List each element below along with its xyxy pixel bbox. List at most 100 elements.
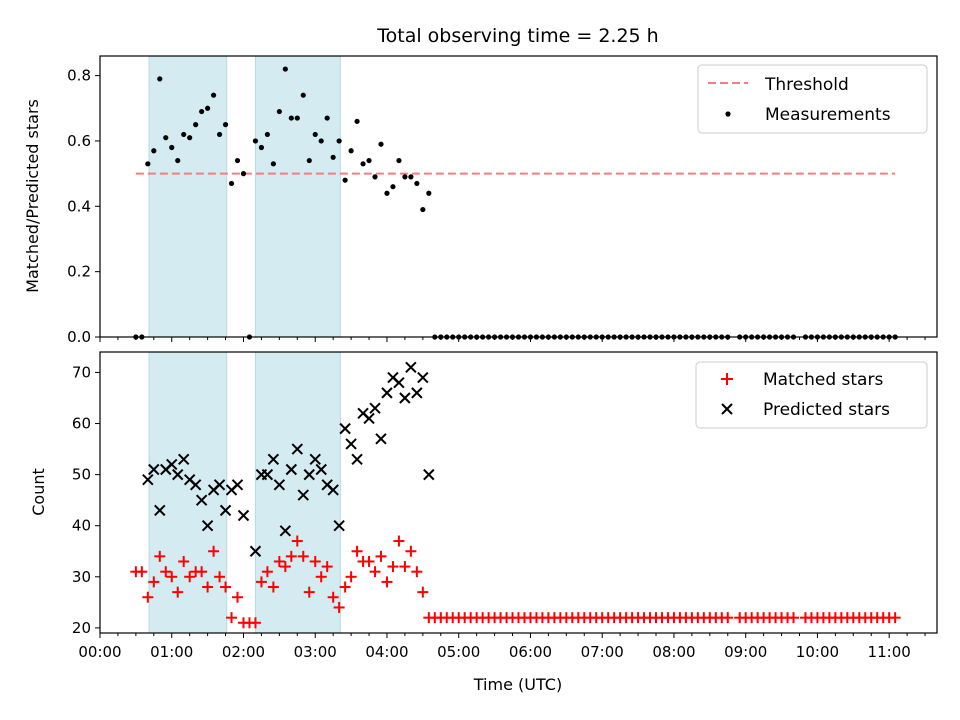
- predicted-star-point: [237, 509, 250, 522]
- measurement-point: [324, 115, 330, 121]
- predicted-star-point: [279, 525, 292, 537]
- measurement-point: [181, 131, 187, 138]
- matched-star-point: [154, 550, 166, 562]
- top-legend: Threshold Measurements: [697, 64, 928, 134]
- matched-star-point: [303, 586, 315, 598]
- x-tick-label: 11:00: [868, 643, 911, 661]
- bottom-panel: 00:00 01:00 02:00 03:00 04:00 05:00 06:00 07:00…: [29, 351, 938, 694]
- x-tick-label: 01:00: [150, 643, 193, 661]
- measurement-point: [366, 157, 372, 164]
- matched-star-point: [722, 612, 734, 624]
- matched-star-point: [232, 591, 244, 603]
- shaded-interval: [254, 351, 341, 634]
- measurement-point: [264, 131, 270, 138]
- measurement-point: [216, 131, 223, 138]
- matched-star-point: [309, 555, 321, 567]
- matched-star-point: [273, 555, 285, 567]
- predicted-star-point: [267, 453, 280, 465]
- measurement-point: [420, 206, 426, 213]
- matched-star-point: [214, 571, 226, 583]
- measurement-point: [378, 141, 384, 147]
- matched-stars-points: [130, 535, 901, 629]
- measurement-point: [288, 115, 294, 121]
- top-legend-box: [697, 64, 928, 134]
- x-tick-label: 09:00: [724, 643, 767, 661]
- predicted-star-point: [327, 484, 339, 496]
- matched-star-point: [345, 571, 357, 583]
- matched-star-point: [178, 555, 190, 567]
- measurement-point: [222, 122, 229, 128]
- shaded-interval: [148, 351, 228, 634]
- matched-star-point: [267, 581, 279, 593]
- predicted-stars-points: [142, 361, 435, 557]
- y-tick-label: 0.6: [67, 132, 91, 150]
- matched-star-point: [172, 586, 184, 598]
- measurement-point: [210, 92, 217, 98]
- matched-star-point: [399, 561, 411, 573]
- predicted-star-point: [213, 479, 226, 491]
- matched-star-point: [351, 545, 363, 557]
- matched-star-point: [196, 566, 208, 578]
- x-tick-label: 02:00: [222, 643, 265, 661]
- predicted-star-point: [166, 458, 178, 471]
- matched-star-point: [889, 612, 901, 624]
- measurement-point: [258, 144, 265, 151]
- matched-star-point: [202, 581, 214, 593]
- matched-star-point: [788, 612, 800, 624]
- y-tick-label: 0.2: [67, 263, 91, 281]
- predicted-star-point: [142, 474, 154, 486]
- y-tick-label: 60: [72, 415, 91, 433]
- bottom-y-axis-label: Count: [29, 468, 48, 516]
- matched-star-point: [148, 576, 160, 588]
- measurement-point: [360, 161, 366, 167]
- matched-star-point: [261, 566, 273, 578]
- matched-star-point: [411, 566, 423, 578]
- matched-star-point: [291, 535, 303, 547]
- chart-title: Total observing time = 2.25 h: [376, 25, 658, 47]
- matched-star-point: [249, 617, 261, 629]
- measurement-point: [396, 157, 402, 164]
- matched-star-point: [226, 612, 238, 624]
- matched-star-point: [369, 566, 381, 578]
- bottom-panel-frame: [99, 351, 938, 634]
- legend-matched-swatch: [721, 373, 733, 385]
- x-tick-label: 07:00: [581, 643, 624, 661]
- measurement-point: [270, 161, 276, 167]
- measurement-point: [300, 92, 306, 98]
- measurement-point: [348, 148, 354, 154]
- predicted-star-point: [375, 433, 387, 445]
- measurement-point: [163, 135, 169, 141]
- predicted-star-point: [363, 412, 375, 425]
- measurement-point: [336, 138, 342, 144]
- matched-star-point: [363, 555, 375, 567]
- shaded-interval: [148, 55, 228, 338]
- matched-star-point: [315, 571, 327, 583]
- matched-star-point: [255, 576, 267, 588]
- predicted-star-point: [154, 504, 166, 517]
- predicted-star-point: [189, 479, 202, 491]
- top-x-ticks: [99, 337, 926, 342]
- predicted-star-point: [273, 479, 286, 491]
- matched-star-point: [160, 566, 172, 578]
- matched-star-point: [208, 545, 220, 557]
- predicted-star-point: [261, 468, 274, 481]
- measurement-point: [145, 161, 151, 167]
- matched-star-point: [321, 561, 333, 573]
- measurement-point: [228, 180, 235, 187]
- measurement-point: [169, 144, 175, 151]
- measurement-point: [384, 190, 390, 196]
- y-tick-label: 40: [72, 517, 91, 535]
- legend-predicted-swatch: [721, 403, 733, 415]
- predicted-star-point: [369, 402, 381, 414]
- measurement-point: [342, 177, 348, 183]
- predicted-star-point: [148, 463, 160, 476]
- matched-star-point: [387, 561, 399, 573]
- top-panel: 0.00.20.40.60.8 Matched/Predicted stars …: [23, 55, 938, 346]
- matched-star-point: [405, 545, 417, 557]
- y-tick-label: 30: [72, 568, 91, 586]
- matched-star-point: [339, 581, 351, 593]
- measurement-point: [199, 108, 205, 115]
- matched-star-point: [220, 581, 232, 593]
- legend-predicted-label: Predicted stars: [763, 400, 890, 420]
- y-tick-label: 50: [72, 466, 91, 484]
